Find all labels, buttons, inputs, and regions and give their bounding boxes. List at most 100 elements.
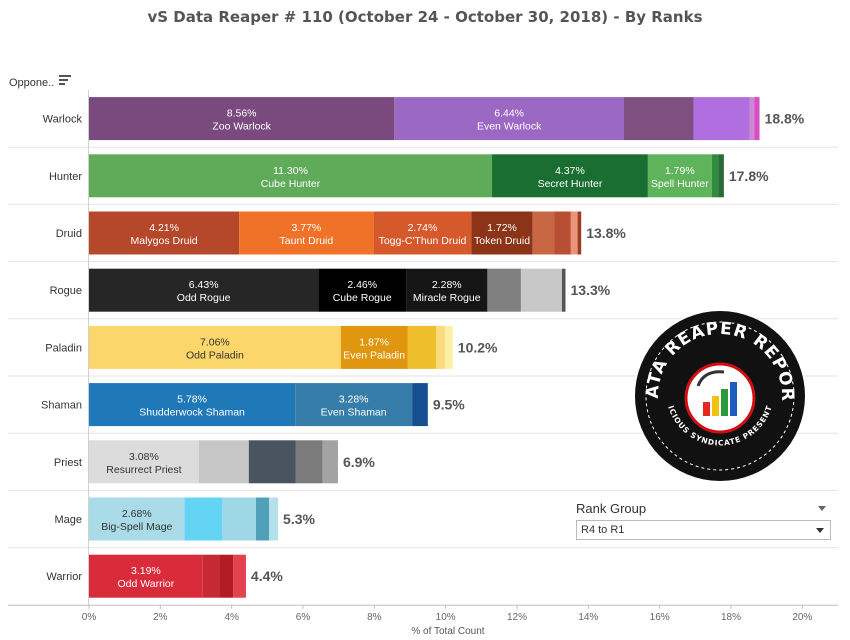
segment-name-label: Cube Rogue <box>333 292 392 304</box>
y-tick-label[interactable]: Druid <box>56 228 82 240</box>
bar-segment[interactable] <box>295 440 323 484</box>
bar-segment[interactable] <box>255 497 270 541</box>
bar-segment[interactable] <box>322 440 338 484</box>
bar-segment[interactable] <box>202 554 220 598</box>
data-label: 2.74% <box>408 222 438 234</box>
data-label: 2.46% <box>347 279 377 291</box>
bar-segment[interactable] <box>89 211 240 255</box>
bar-segment[interactable] <box>89 383 296 427</box>
y-tick-label[interactable]: Rogue <box>50 285 82 297</box>
x-tick-label: 0% <box>82 612 97 623</box>
y-tick-label[interactable]: Warlock <box>43 114 83 126</box>
data-label: 3.08% <box>129 451 159 463</box>
total-label: 17.8% <box>729 168 769 184</box>
total-label: 13.8% <box>586 225 626 241</box>
segment-name-label: Secret Hunter <box>538 178 603 190</box>
bar-segment[interactable] <box>89 440 199 484</box>
bar-segment[interactable] <box>198 440 249 484</box>
y-tick-label[interactable]: Priest <box>54 457 82 469</box>
total-label: 18.8% <box>765 111 805 127</box>
bar-segment[interactable] <box>570 211 578 255</box>
bar-segment[interactable] <box>394 97 624 141</box>
rank-group-label: Rank Group <box>576 500 647 516</box>
bar-segment[interactable] <box>647 154 712 198</box>
bar-segment[interactable] <box>754 97 760 141</box>
bar-segment[interactable] <box>577 211 582 255</box>
bar-segment[interactable] <box>318 268 407 312</box>
bar-segment[interactable] <box>561 268 566 312</box>
bar-segment[interactable] <box>239 211 374 255</box>
bar-segment[interactable] <box>219 554 234 598</box>
bar-segment[interactable] <box>269 497 279 541</box>
bar-segment[interactable] <box>89 154 493 198</box>
filter-menu-icon[interactable] <box>818 505 826 511</box>
x-tick-label: 6% <box>296 612 311 623</box>
bar-segment[interactable] <box>693 97 750 141</box>
logo-scythe-icon <box>696 370 725 387</box>
opponent-header[interactable]: Oppone.. <box>9 75 72 89</box>
bar-segment[interactable] <box>718 154 724 198</box>
bar-segment[interactable] <box>184 497 223 541</box>
y-tick-label[interactable]: Hunter <box>49 171 82 183</box>
data-reaper-report-logo: DATA REAPER REPORT VICIOUS SYNDICATE PRE… <box>634 310 805 481</box>
segment-name-label: Spell Hunter <box>651 178 709 190</box>
bar-segment[interactable] <box>487 268 521 312</box>
bar-segment[interactable] <box>520 268 562 312</box>
bar-segment[interactable] <box>89 268 319 312</box>
bar-segment[interactable] <box>406 268 488 312</box>
opponent-header-label: Oppone.. <box>9 77 55 89</box>
bar-segment[interactable] <box>471 211 533 255</box>
x-tick-label: 4% <box>224 612 239 623</box>
data-label: 11.30% <box>273 165 308 177</box>
bar-segment[interactable] <box>436 325 445 369</box>
x-tick-label: 20% <box>792 612 812 623</box>
bar-segment[interactable] <box>89 554 203 598</box>
bar-segment[interactable] <box>749 97 755 141</box>
bar-segment[interactable] <box>89 325 341 369</box>
total-labels: 18.8% 17.8% 13.8% 13.3% 10.2% 9.5% 6.9% 5.3% 4.4… <box>251 111 805 585</box>
segment-name-label: Even Warlock <box>477 121 542 133</box>
segment-name-label: Miracle Rogue <box>413 292 481 304</box>
x-axis: 0% 2% 4% 6% 8% 10% 12% 14% 16% 18% 20% <box>8 90 838 623</box>
x-tick-label: 18% <box>721 612 741 623</box>
bar-segment[interactable] <box>295 383 413 427</box>
segment-name-label: Odd Paladin <box>186 349 244 361</box>
total-label: 5.3% <box>283 511 315 527</box>
segment-name-label: Odd Rogue <box>177 292 231 304</box>
y-tick-label[interactable]: Warrior <box>46 571 82 583</box>
bar-segment[interactable] <box>233 554 246 598</box>
bar-segment[interactable] <box>532 211 555 255</box>
bar-segment[interactable] <box>340 325 408 369</box>
bar-segment[interactable] <box>373 211 472 255</box>
y-tick-label[interactable]: Mage <box>54 514 82 526</box>
data-label: 2.28% <box>432 279 462 291</box>
bar-segment[interactable] <box>711 154 719 198</box>
bar-segment[interactable] <box>89 97 395 141</box>
bar-segment[interactable] <box>444 325 453 369</box>
y-tick-label[interactable]: Paladin <box>45 342 82 354</box>
total-label: 10.2% <box>458 339 498 355</box>
total-label: 9.5% <box>433 397 465 413</box>
bar-segment[interactable] <box>407 325 437 369</box>
x-tick-label: 8% <box>367 612 382 623</box>
data-label: 5.78% <box>177 394 207 406</box>
bar-segment[interactable] <box>89 497 185 541</box>
bar-segment[interactable] <box>412 383 428 427</box>
chevron-down-icon[interactable] <box>816 527 824 533</box>
data-label: 1.72% <box>487 222 517 234</box>
segment-name-label: Cube Hunter <box>261 178 321 190</box>
rank-group-dropdown[interactable]: R4 to R1 <box>576 520 831 540</box>
bar-segment[interactable] <box>222 497 256 541</box>
bar-segment[interactable] <box>554 211 571 255</box>
segment-name-label: Zoo Warlock <box>212 121 271 133</box>
segment-name-label: Malygos Druid <box>131 235 198 247</box>
bar-segment[interactable] <box>492 154 648 198</box>
bar-segment[interactable] <box>624 97 694 141</box>
data-label: 3.19% <box>131 565 161 577</box>
segment-name-label: Even Shaman <box>321 407 387 419</box>
x-tick-label: 16% <box>650 612 670 623</box>
sort-icon[interactable] <box>59 75 72 85</box>
y-tick-label[interactable]: Shaman <box>41 400 82 412</box>
bar-segment[interactable] <box>248 440 296 484</box>
